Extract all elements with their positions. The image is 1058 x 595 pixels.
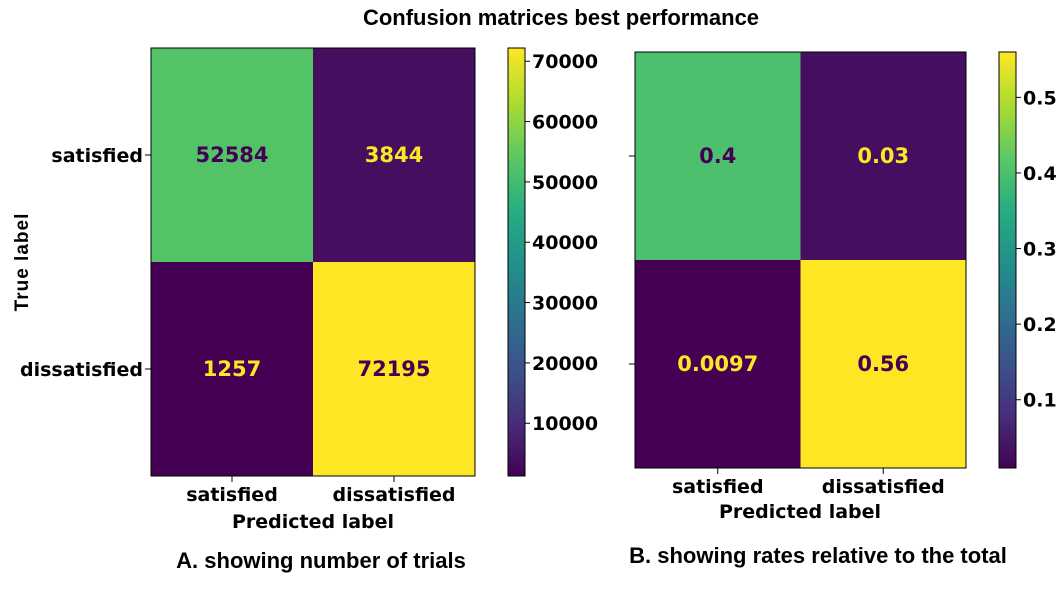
y-ticks-b (629, 155, 635, 365)
x-ticks-a: satisfied dissatisfied (186, 476, 456, 506)
matrix-cell-a-0-0 (151, 48, 313, 262)
matrix-b-frame (634, 51, 967, 469)
colorbar-a (507, 47, 526, 477)
matrix-b: 0.4 0.03 0.0097 0.56 (635, 52, 966, 468)
cell-value-label-a-0-0: 52584 (195, 143, 268, 167)
matrix-cell-b-0-0 (635, 52, 801, 260)
x-axis-label-b: Predicted label (719, 501, 881, 523)
matrix-cell-b-0-1 (800, 52, 966, 260)
cell-value-label-b-1-0: 0.0097 (677, 352, 758, 376)
x-tick-label-a-1: dissatisfied (332, 484, 455, 506)
x-tick-label-b-1: dissatisfied (822, 476, 945, 498)
matrix-a: 52584 3844 1257 72195 (151, 48, 475, 476)
cell-value-label-b-0-0: 0.4 (699, 144, 736, 168)
y-tick-label-a-0: satisfied (51, 145, 143, 167)
x-tick-label-b-0: satisfied (672, 476, 764, 498)
colorbar-b (998, 51, 1017, 469)
y-tick-label-a-1: dissatisfied (20, 359, 143, 381)
colorbar-tick-label-b-1: 0.2 (1023, 314, 1057, 336)
colorbar-ticks-b: 0.1 0.2 0.3 0.4 0.5 (1016, 87, 1057, 412)
x-tick-label-a-0: satisfied (186, 484, 278, 506)
colorbar-tick-label-a-6: 70000 (532, 51, 598, 73)
cell-value-label-a-0-1: 3844 (365, 143, 423, 167)
cell-value-label-a-1-1: 72195 (357, 357, 430, 381)
colorbar-ticks-a: 10000 20000 30000 40000 50000 60000 70000 (525, 51, 598, 435)
matrix-cell-b-1-1 (800, 260, 966, 468)
colorbar-tick-label-a-4: 50000 (532, 172, 598, 194)
colorbar-tick-label-a-0: 10000 (532, 413, 598, 435)
x-ticks-b: satisfied dissatisfied (672, 468, 945, 498)
y-axis-label-a: True label (12, 213, 33, 312)
cell-value-label-b-0-1: 0.03 (857, 144, 909, 168)
cell-value-label-a-1-0: 1257 (203, 357, 261, 381)
colorbar-tick-label-b-0: 0.1 (1023, 390, 1057, 412)
colorbar-tick-label-a-5: 60000 (532, 112, 598, 134)
colorbar-tick-label-a-1: 20000 (532, 353, 598, 375)
colorbar-tick-label-b-3: 0.4 (1023, 163, 1057, 185)
caption-b: B. showing rates relative to the total (629, 543, 1007, 568)
colorbar-tick-label-a-2: 30000 (532, 293, 598, 315)
matrix-a-frame (150, 47, 476, 477)
y-ticks-a: satisfied dissatisfied (20, 145, 151, 381)
matrix-cell-a-1-0 (151, 262, 313, 476)
colorbar-tick-label-b-2: 0.3 (1023, 239, 1057, 261)
matrix-cell-a-1-1 (313, 262, 475, 476)
x-axis-label-a: Predicted label (232, 511, 394, 533)
matrix-cell-b-1-0 (635, 260, 801, 468)
cell-value-label-b-1-1: 0.56 (857, 352, 909, 376)
matrix-cell-a-0-1 (313, 48, 475, 262)
panel-a: 52584 3844 1257 72195 satisfied dissatisfied… (12, 47, 598, 573)
panel-b: 0.4 0.030.0097 0.56 satisfied dissatisfied … (629, 51, 1057, 568)
caption-a: A. showing number of trials (176, 548, 466, 573)
colorbar-tick-label-b-4: 0.5 (1023, 87, 1057, 109)
colorbar-tick-label-a-3: 40000 (532, 232, 598, 254)
figure-title: Confusion matrices best performance (363, 5, 759, 30)
